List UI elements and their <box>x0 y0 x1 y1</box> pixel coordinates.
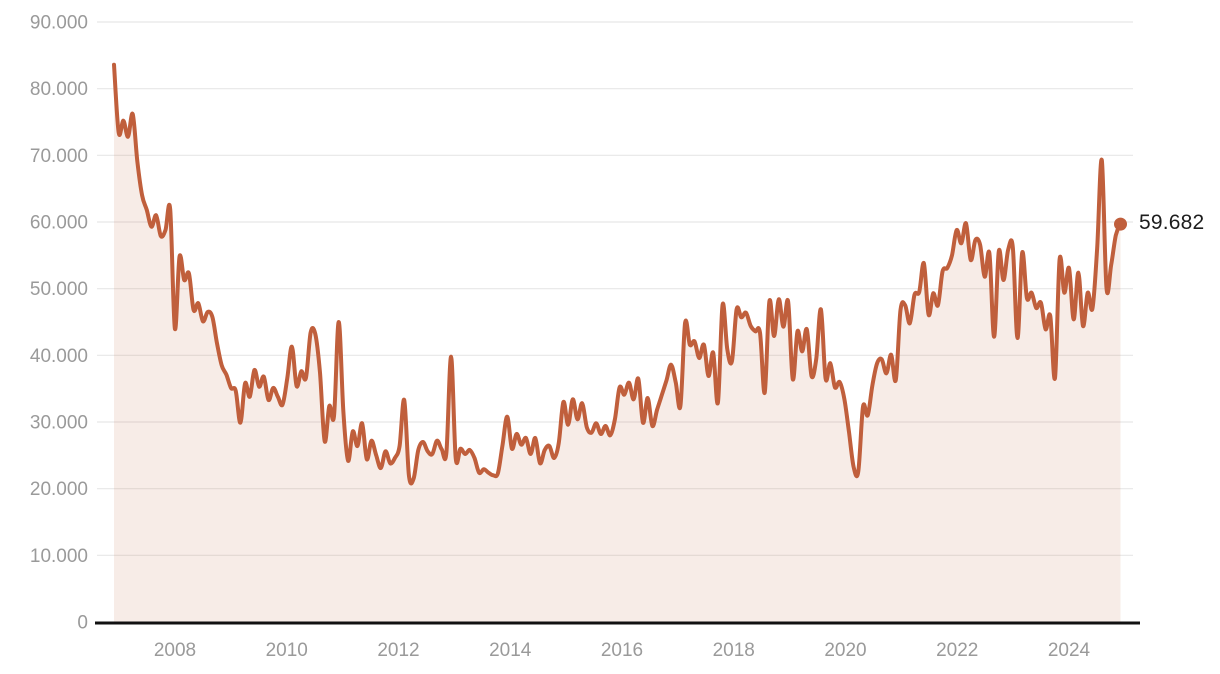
last-point-marker <box>1114 217 1127 231</box>
x-axis-tick-label: 2014 <box>489 640 532 661</box>
y-axis-tick-label: 0 <box>77 613 88 634</box>
x-axis-tick-label: 2020 <box>824 640 866 661</box>
y-axis-tick-label: 30.000 <box>30 413 88 434</box>
x-axis-tick-label: 2012 <box>377 640 419 661</box>
x-axis-tick-label: 2024 <box>1048 640 1091 661</box>
last-value-label: 59.682 <box>1139 211 1205 235</box>
x-axis-tick-label: 2010 <box>266 640 308 661</box>
y-axis-tick-label: 60.000 <box>30 213 88 234</box>
series-line <box>112 62 1123 486</box>
x-axis-tick-label: 2016 <box>601 640 643 661</box>
y-axis-tick-label: 40.000 <box>30 346 88 367</box>
y-axis-tick-label: 50.000 <box>30 279 88 300</box>
x-axis-tick-label: 2022 <box>936 640 978 661</box>
y-axis-tick-label: 70.000 <box>30 146 88 167</box>
y-axis-tick-label: 10.000 <box>30 546 88 567</box>
y-axis-tick-label: 90.000 <box>30 13 88 34</box>
x-axis-tick-label: 2018 <box>713 640 755 661</box>
y-axis-tick-label: 20.000 <box>30 479 88 500</box>
series-area-fill <box>114 64 1121 622</box>
x-axis-tick-label: 2008 <box>154 640 196 661</box>
y-axis-tick-label: 80.000 <box>30 79 88 100</box>
